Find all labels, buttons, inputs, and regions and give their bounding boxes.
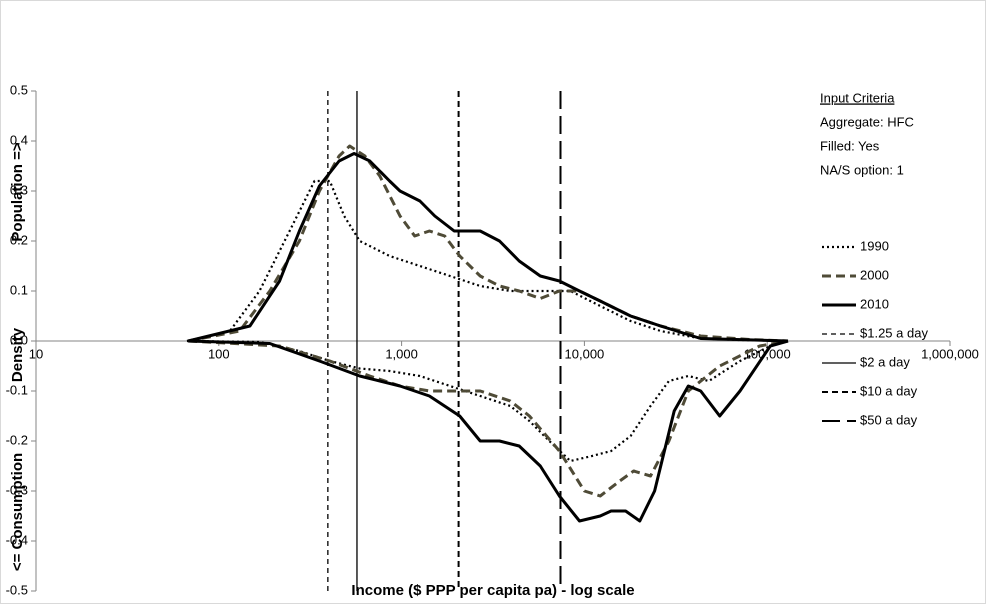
x-tick-label: 100 [208,346,230,361]
y-tick-label: 0.4 [10,132,28,147]
y-tick-label: -0.2 [6,432,28,447]
line [186,339,789,463]
x-tick-label: 1,000 [385,346,418,361]
x-tick-label: 1,000,000 [921,346,979,361]
legend-label: $10 a day [860,383,918,398]
criteria-title: Input Criteria [820,90,895,105]
legend-label: $2 a day [860,354,910,369]
x-tick-label: 10,000 [565,346,605,361]
y-tick-label: -0.3 [6,482,28,497]
y-tick-label: 0.1 [10,282,28,297]
y-tick-label: 0.2 [10,232,28,247]
line [188,339,789,498]
y-tick-label: 0.5 [10,82,28,97]
y-tick-label: -0.5 [6,582,28,597]
line [186,179,789,343]
legend-label: 2010 [860,296,889,311]
legend-label: $50 a day [860,412,918,427]
criteria-line: NA/S option: 1 [820,162,904,177]
criteria-line: Filled: Yes [820,138,880,153]
y-tick-label: -0.4 [6,532,28,547]
legend-label: $1.25 a day [860,325,928,340]
line [188,339,789,523]
legend-label: 2000 [860,267,889,282]
y-axis-label: Density [9,327,26,382]
line [187,152,789,343]
y-tick-label: 0.3 [10,182,28,197]
x-tick-label: 100,000 [744,346,791,361]
y-tick-label: 0.0 [10,332,28,347]
legend-label: 1990 [860,238,889,253]
y-axis-label: <= Consumption [9,453,26,571]
criteria-line: Aggregate: HFC [820,114,914,129]
x-tick-label: 10 [29,346,43,361]
x-axis-label: Income ($ PPP per capita pa) - log scale [351,582,634,599]
y-axis-label: Population => [9,142,26,241]
y-tick-label: -0.1 [6,382,28,397]
